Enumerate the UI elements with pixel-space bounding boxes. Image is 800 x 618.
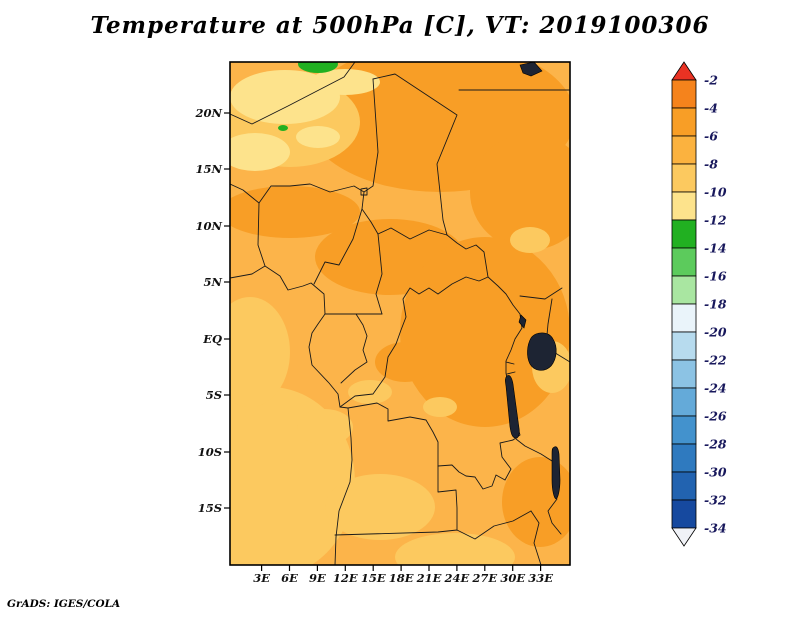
lon-tick-label: 9E — [309, 571, 326, 585]
colorbar-level-label: -20 — [704, 325, 727, 340]
lat-tick-label: 10N — [195, 219, 222, 233]
colorbar-level-label: -32 — [704, 493, 727, 508]
colorbar-band — [672, 444, 696, 472]
colorbar-band — [672, 248, 696, 276]
colorbar-level-label: -22 — [704, 353, 727, 368]
colorbar-band — [672, 500, 696, 528]
colorbar-level-label: -2 — [704, 73, 718, 88]
lon-tick-label: 3E — [253, 571, 270, 585]
lake-victoria — [527, 333, 556, 370]
colorbar-level-label: -8 — [704, 157, 718, 172]
colorbar-level-label: -16 — [704, 269, 727, 284]
colorbar-level-label: -10 — [704, 185, 727, 200]
grads-plot-page: Temperature at 500hPa [C], VT: 201910030… — [0, 0, 800, 618]
lon-tick-label: 21E — [417, 571, 442, 585]
colorbar-level-label: -14 — [704, 241, 727, 256]
colorbar-band — [672, 360, 696, 388]
colorbar-band — [672, 80, 696, 108]
colorbar-level-label: -12 — [704, 213, 727, 228]
colorbar-band — [672, 472, 696, 500]
lat-tick-label: 5N — [203, 275, 222, 289]
lon-tick-label: 6E — [281, 571, 298, 585]
map-plot — [230, 62, 570, 565]
colorbar-arrow-top — [672, 62, 696, 80]
colorbar-band — [672, 388, 696, 416]
lat-tick-label: 20N — [195, 106, 222, 120]
lon-tick-label: 24E — [445, 571, 470, 585]
colorbar-band — [672, 192, 696, 220]
lat-tick-label: 10S — [198, 445, 222, 459]
colorbar-level-label: -30 — [704, 465, 727, 480]
plot-title: Temperature at 500hPa [C], VT: 201910030… — [0, 12, 800, 39]
colorbar-level-label: -34 — [704, 521, 727, 536]
lon-tick-label: 12E — [333, 571, 358, 585]
colorbar-band — [672, 276, 696, 304]
colorbar-level-label: -24 — [704, 381, 727, 396]
lon-tick-label: 27E — [472, 571, 497, 585]
lat-tick-label: EQ — [203, 332, 222, 346]
lake-malawi — [552, 447, 560, 499]
colorbar-level-label: -4 — [704, 101, 718, 116]
lon-tick-label: 15E — [361, 571, 386, 585]
colorbar-level-label: -18 — [704, 297, 727, 312]
lon-tick-label: 33E — [528, 571, 553, 585]
colorbar-level-label: -26 — [704, 409, 727, 424]
colorbar-band — [672, 304, 696, 332]
colorbar-level-label: -28 — [704, 437, 727, 452]
colorbar: -2 -4 -6 -8 -10 -12 -14 -16 -18 -20 -22 -24 -26 -28 -3… — [664, 60, 734, 552]
colorbar-band — [672, 108, 696, 136]
lon-tick-label: 18E — [389, 571, 414, 585]
lon-tick-label: 30E — [500, 571, 525, 585]
colorbar-band — [672, 416, 696, 444]
colorbar-band — [672, 164, 696, 192]
colorbar-arrow-bottom — [672, 528, 696, 546]
colorbar-band — [672, 220, 696, 248]
grads-credit: GrADS: IGES/COLA — [7, 598, 120, 610]
lat-tick-label: 5S — [206, 388, 222, 402]
colorbar-level-label: -6 — [704, 129, 718, 144]
colorbar-band — [672, 136, 696, 164]
colorbar-band — [672, 332, 696, 360]
lat-tick-label: 15S — [198, 501, 222, 515]
lat-tick-label: 15N — [195, 162, 222, 176]
